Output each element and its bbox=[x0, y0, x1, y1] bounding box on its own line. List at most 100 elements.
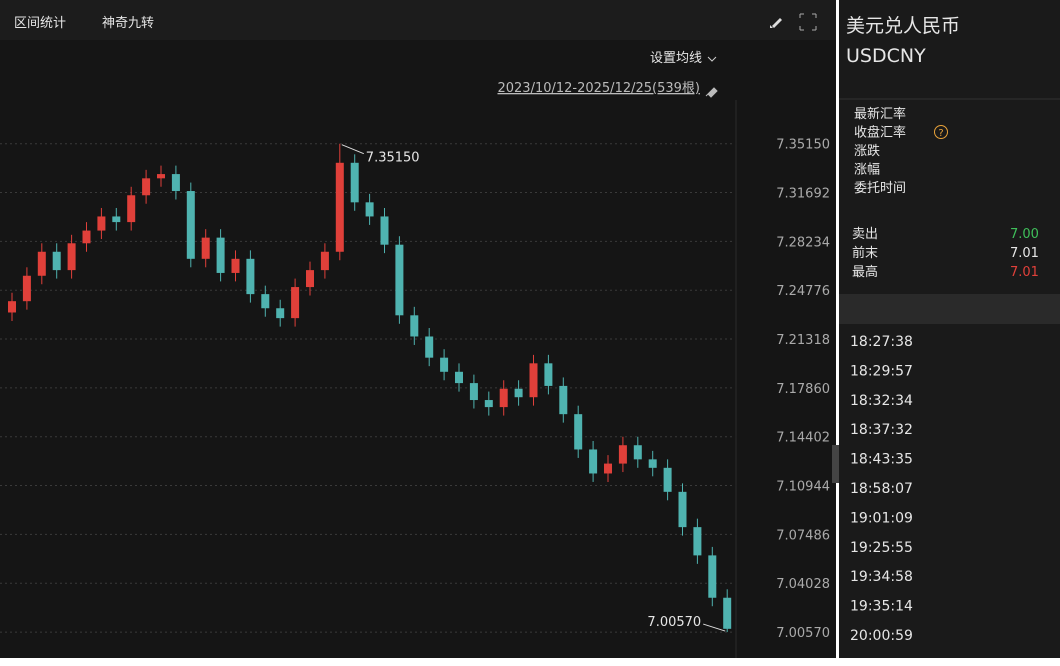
candle-body bbox=[261, 294, 270, 309]
y-tick-label: 7.21318 bbox=[776, 333, 830, 348]
toolbar-tab[interactable]: 神奇九转 bbox=[102, 15, 154, 31]
candle-body bbox=[157, 174, 165, 179]
row-label: 最高 bbox=[852, 264, 878, 280]
candle-body bbox=[440, 357, 449, 372]
collapse-handle[interactable] bbox=[832, 445, 839, 483]
trade-time: 18:37:32 bbox=[850, 422, 913, 438]
candle-body bbox=[574, 414, 583, 450]
candle-body bbox=[365, 202, 374, 217]
field-label: 涨跌 bbox=[854, 143, 880, 159]
candle-body bbox=[604, 463, 612, 474]
candle-body bbox=[589, 449, 598, 474]
row-value: 7.01 bbox=[1010, 265, 1039, 280]
y-tick-label: 7.28234 bbox=[776, 235, 830, 250]
candle-body bbox=[231, 258, 240, 273]
trade-time: 19:35:14 bbox=[850, 599, 913, 615]
trade-time: 19:01:09 bbox=[850, 510, 913, 526]
y-tick-label: 7.10944 bbox=[776, 480, 830, 495]
candle-body bbox=[559, 385, 568, 415]
candle-body bbox=[246, 258, 255, 295]
quote-code: USDCNY bbox=[846, 45, 926, 67]
trade-time: 20:00:59 bbox=[850, 628, 913, 644]
row-value: 7.01 bbox=[1010, 246, 1039, 261]
field-label: 最新汇率 bbox=[854, 106, 906, 122]
candle-body bbox=[291, 287, 300, 319]
candle-body bbox=[469, 383, 478, 401]
candle-body bbox=[484, 400, 493, 408]
brush-icon[interactable] bbox=[770, 18, 782, 28]
candle-body bbox=[82, 230, 91, 244]
field-label: 涨幅 bbox=[854, 163, 880, 178]
candle-body bbox=[723, 597, 732, 629]
candle-body bbox=[171, 174, 180, 192]
candle-body bbox=[22, 275, 31, 302]
y-tick-label: 7.31692 bbox=[776, 187, 830, 202]
trade-time: 18:32:34 bbox=[850, 393, 913, 409]
date-range[interactable]: 2023/10/12-2025/12/25(539根) bbox=[497, 81, 700, 96]
toolbar-tab[interactable]: 区间统计 bbox=[14, 16, 66, 31]
bottom-edge bbox=[0, 658, 1060, 666]
candle-body bbox=[112, 216, 121, 223]
quote-panel bbox=[839, 0, 1060, 658]
quote-name: 美元兑人民币 bbox=[846, 15, 960, 37]
dropdown-icon bbox=[707, 56, 717, 62]
candle-body bbox=[142, 178, 151, 196]
pin-icon[interactable] bbox=[705, 87, 718, 98]
min-label: 7.00570 bbox=[647, 615, 701, 630]
min-arrow bbox=[703, 623, 726, 632]
y-tick-label: 7.07486 bbox=[776, 528, 830, 543]
candle-body bbox=[37, 251, 46, 276]
candle-body bbox=[276, 308, 285, 319]
candle-body bbox=[67, 243, 76, 271]
row-value: 7.00 bbox=[1010, 227, 1039, 242]
trade-time: 18:27:38 bbox=[850, 334, 913, 350]
y-tick-label: 7.00570 bbox=[776, 626, 830, 641]
candle-body bbox=[410, 315, 419, 337]
y-tick-label: 7.24776 bbox=[776, 284, 830, 299]
row-label: 卖出 bbox=[852, 227, 878, 242]
candle-body bbox=[201, 237, 210, 259]
section-bar bbox=[839, 294, 1060, 324]
candle-body bbox=[216, 237, 225, 273]
candle-body bbox=[8, 301, 16, 313]
candle-body bbox=[97, 216, 106, 231]
trade-time: 19:34:58 bbox=[850, 569, 913, 585]
candle-body bbox=[306, 270, 314, 288]
ma-setting[interactable]: 设置均线 bbox=[650, 51, 702, 66]
candle-body bbox=[127, 195, 136, 223]
candle-body bbox=[514, 388, 523, 398]
field-label: 委托时间 bbox=[854, 181, 906, 196]
row-label: 前末 bbox=[852, 245, 878, 261]
candle-body bbox=[633, 445, 642, 460]
candle-body bbox=[648, 459, 657, 468]
candle-body bbox=[663, 467, 672, 492]
toolbar bbox=[0, 0, 836, 40]
field-label: 收盘汇率 bbox=[854, 125, 906, 141]
candle-body bbox=[320, 251, 329, 271]
candle-body bbox=[708, 555, 717, 598]
trade-time: 18:29:57 bbox=[850, 363, 913, 379]
candle-body bbox=[335, 162, 344, 252]
candle-body bbox=[425, 336, 434, 358]
candle-body bbox=[618, 445, 627, 464]
candle-body bbox=[455, 371, 463, 384]
candle-body bbox=[380, 216, 389, 245]
candle-body bbox=[693, 527, 702, 556]
y-tick-label: 7.17860 bbox=[776, 382, 830, 397]
help-icon bbox=[934, 125, 948, 139]
trade-time: 19:25:55 bbox=[850, 540, 913, 556]
candle-body bbox=[529, 363, 538, 398]
y-tick-label: 7.14402 bbox=[776, 431, 830, 446]
y-tick-label: 7.04028 bbox=[776, 577, 830, 592]
candle-body bbox=[186, 191, 195, 259]
candle-body bbox=[499, 388, 508, 408]
max-label: 7.35150 bbox=[366, 151, 420, 166]
candle-body bbox=[395, 244, 404, 316]
help-mark: ? bbox=[938, 128, 943, 139]
trade-time: 18:43:35 bbox=[850, 452, 913, 468]
y-tick-label: 7.35150 bbox=[776, 138, 830, 153]
fullscreen-icon[interactable] bbox=[799, 13, 817, 31]
max-arrow bbox=[341, 144, 364, 155]
